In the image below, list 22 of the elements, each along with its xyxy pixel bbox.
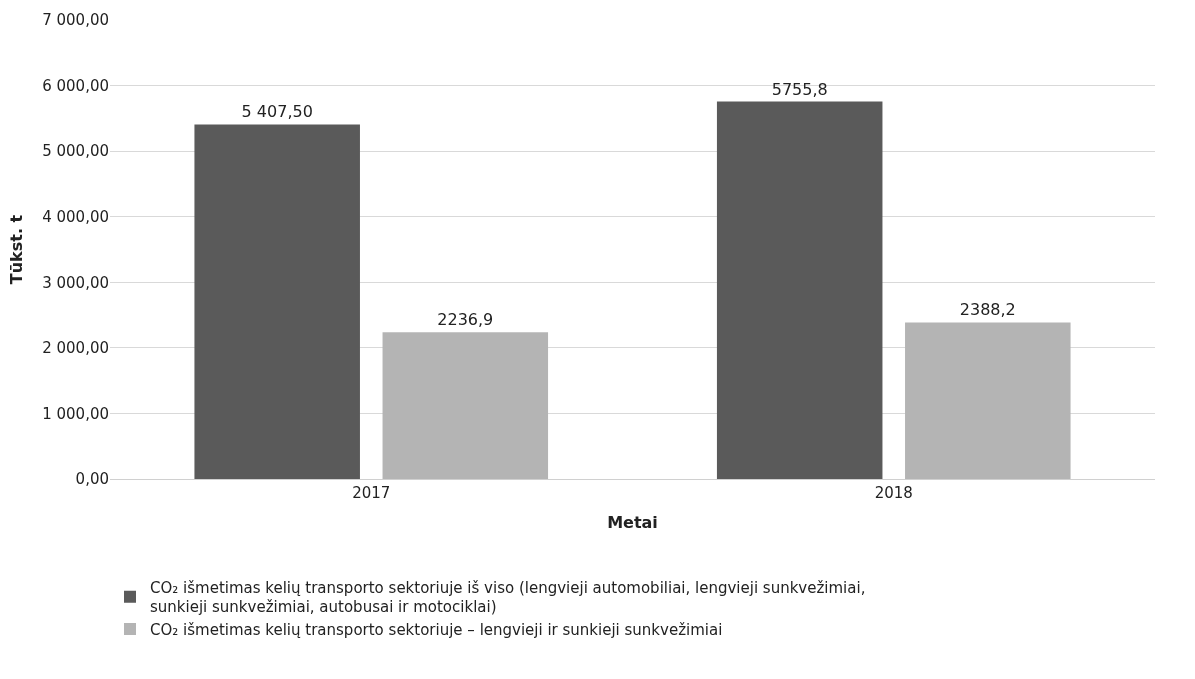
data-label: 5 407,50 — [241, 102, 313, 122]
bar — [194, 124, 360, 479]
x-axis-title: Metai — [607, 512, 658, 532]
y-tick-label: 4 000,00 — [42, 207, 109, 226]
legend-label: CO₂ išmetimas kelių transporto sektoriuje iš viso (lengvieji automobiliai, lengvieji sunkvežimiai, sunkieji sunkvežimiai, autobusai ir motociklai) — [150, 578, 866, 617]
y-tick-label: 3 000,00 — [42, 273, 109, 292]
y-tick-label: 0,00 — [75, 470, 109, 489]
bar — [716, 101, 883, 479]
legend-label: CO₂ išmetimas kelių transporto sektoriuje – lengvieji ir sunkieji sunkvežimiai — [150, 620, 723, 639]
data-label: 2236,9 — [437, 310, 494, 330]
y-tick-label: 1 000,00 — [42, 404, 109, 423]
bar — [382, 332, 549, 479]
y-tick-label: 5 000,00 — [42, 142, 109, 161]
data-label: 2388,2 — [959, 300, 1016, 320]
x-tick-label: 2017 — [352, 484, 391, 502]
y-tick-label: 2 000,00 — [42, 339, 109, 358]
bar — [905, 322, 1071, 479]
y-tick-label: 6 000,00 — [42, 76, 109, 95]
data-label: 5755,8 — [771, 79, 828, 99]
y-axis-title: Tūkst. t — [7, 214, 27, 285]
y-tick-label: 7 000,00 — [42, 11, 109, 30]
x-tick-label: 2018 — [874, 484, 913, 502]
